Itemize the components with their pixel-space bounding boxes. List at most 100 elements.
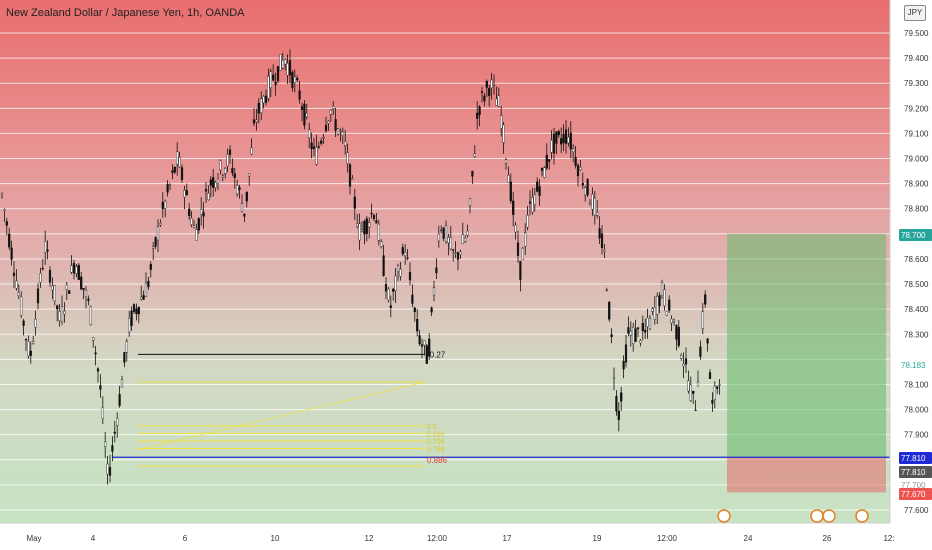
candle-body — [608, 302, 611, 320]
candle-body — [653, 306, 656, 320]
candle-body — [204, 188, 208, 192]
candle-body — [5, 221, 8, 226]
candle-body — [531, 197, 534, 213]
candle-body — [471, 170, 474, 177]
event-icon[interactable] — [855, 509, 869, 523]
stop-zone[interactable] — [727, 457, 886, 493]
candle-body — [60, 306, 64, 323]
candle-body — [516, 242, 520, 256]
candle-body — [252, 119, 256, 124]
candle-body — [56, 305, 59, 310]
candle-body — [514, 224, 517, 233]
candle-body — [226, 154, 229, 166]
candle-body — [288, 60, 292, 76]
candle-body — [320, 140, 323, 144]
candle-body — [281, 60, 284, 69]
price-tick-label: 78.100 — [904, 380, 929, 389]
price-tick-label: 78.900 — [904, 180, 929, 189]
candle-body — [39, 273, 42, 283]
fib-trend-line[interactable] — [137, 381, 426, 451]
price-tick-label: 78.000 — [904, 406, 929, 415]
candle-body — [336, 128, 340, 135]
candle-body — [586, 179, 589, 196]
candle-body — [634, 328, 637, 342]
candle-body — [456, 252, 460, 260]
candle-body — [401, 247, 404, 255]
candle-body — [437, 233, 440, 242]
candle-body — [171, 170, 174, 173]
candle-body — [348, 164, 352, 187]
time-tick-label: 24 — [744, 534, 753, 543]
candle-body — [713, 385, 716, 400]
candle-body — [27, 341, 30, 357]
price-tick-label: 78.400 — [904, 305, 929, 314]
candle-body — [636, 327, 640, 330]
price-badge[interactable] — [899, 452, 932, 464]
candle-body — [231, 167, 234, 174]
candle-body — [276, 66, 280, 82]
candle-body — [651, 308, 654, 312]
candle-body — [262, 96, 265, 103]
event-icon[interactable] — [717, 509, 731, 523]
candle-body — [612, 377, 616, 379]
candle-body — [63, 310, 66, 315]
candle-body — [432, 287, 436, 296]
candle-body — [480, 91, 484, 93]
candle-body — [166, 184, 169, 193]
price-badge[interactable] — [899, 466, 932, 478]
candle-body — [113, 431, 116, 434]
candle-body — [118, 394, 121, 406]
candle-body — [380, 241, 383, 247]
time-tick-label: 12: — [883, 534, 894, 543]
time-axis[interactable] — [0, 523, 890, 550]
candle-body — [44, 241, 47, 253]
candle-body — [358, 223, 361, 241]
candle-body — [207, 193, 210, 201]
candle-body — [195, 229, 198, 241]
currency-badge[interactable]: JPY — [904, 5, 926, 21]
candle-body — [87, 298, 90, 301]
price-badge[interactable] — [899, 229, 932, 241]
candle-body — [569, 132, 572, 150]
price-badge[interactable] — [899, 359, 932, 371]
price-tick-label: 77.600 — [904, 506, 929, 515]
candle-body — [677, 327, 680, 346]
candle-body — [500, 115, 503, 129]
target-zone[interactable] — [727, 233, 886, 458]
candle-body — [411, 294, 414, 304]
candle-body — [610, 334, 613, 338]
candle-body — [20, 296, 23, 316]
candle-body — [48, 270, 52, 283]
candle-body — [360, 229, 364, 232]
candle-body — [502, 124, 505, 143]
candle-body — [658, 295, 661, 307]
candle-body — [555, 131, 558, 144]
candle-body — [243, 213, 246, 217]
candle-body — [344, 141, 347, 146]
price-tick-label: 78.300 — [904, 330, 929, 339]
candle-body — [80, 276, 83, 290]
candle-body — [576, 165, 580, 177]
candle-body — [488, 88, 491, 96]
candle-body — [593, 198, 596, 216]
candle-body — [600, 233, 604, 248]
candle-body — [449, 237, 452, 250]
event-icon[interactable] — [810, 509, 824, 523]
price-badge[interactable] — [899, 488, 932, 500]
candle-body — [564, 129, 568, 145]
event-icon[interactable] — [822, 509, 836, 523]
candle-body — [440, 229, 443, 232]
time-tick-label: 12:00 — [657, 534, 678, 543]
candle-body — [382, 255, 385, 276]
candle-body — [197, 218, 200, 231]
candle-body — [137, 306, 140, 315]
candle-body — [178, 157, 181, 167]
price-tick-label: 79.500 — [904, 29, 929, 38]
candle-body — [339, 130, 342, 132]
candle-body — [84, 290, 88, 298]
candle-body — [550, 140, 553, 153]
candle-body — [572, 148, 575, 153]
candle-body — [632, 327, 635, 344]
candle-body — [346, 152, 349, 164]
